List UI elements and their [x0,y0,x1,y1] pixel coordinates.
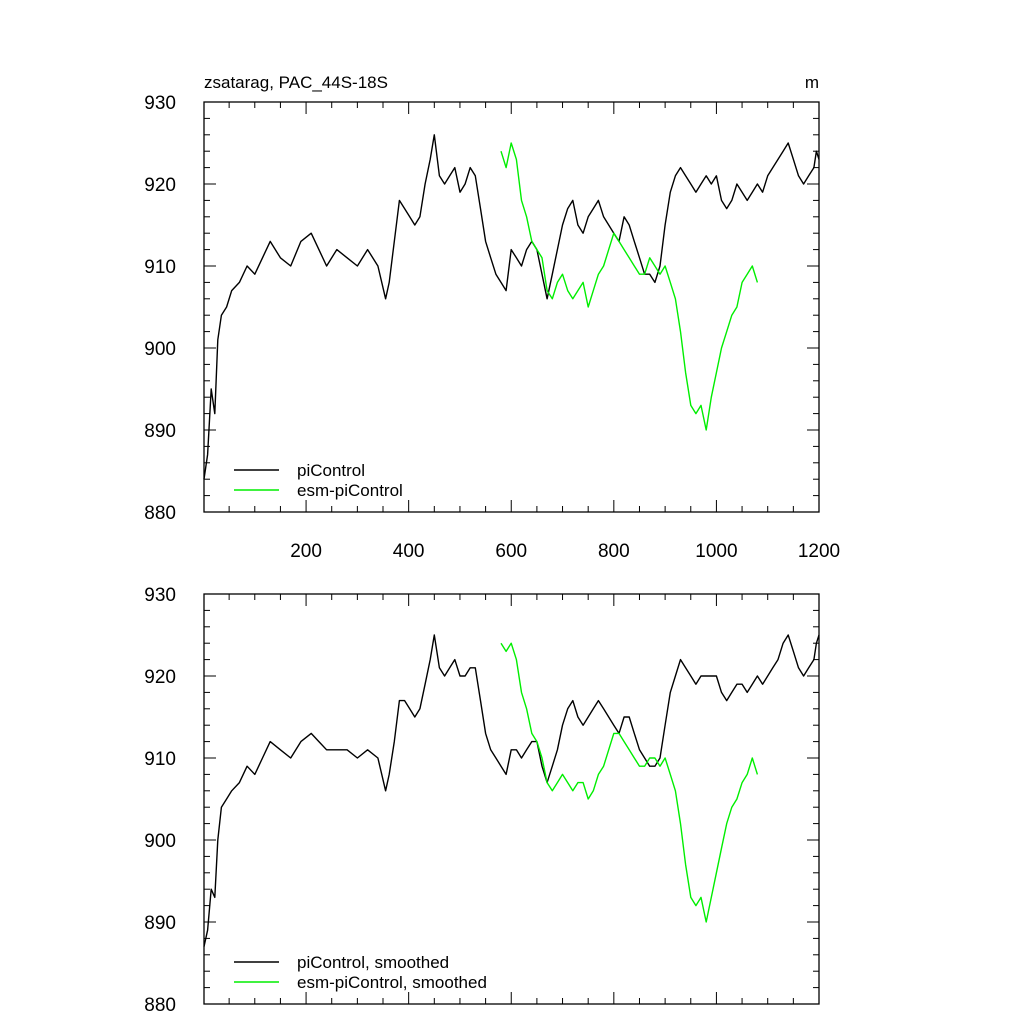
series-line-picontrol-smoothed [203,634,820,947]
x-tick-label: 1000 [695,541,737,562]
legend-entry: piControl, smoothed [297,953,449,972]
x-tick-label: 200 [290,541,322,562]
y-tick-label: 930 [144,93,176,114]
y-tick-label: 890 [144,913,176,934]
y-tick-label: 920 [144,667,176,688]
y-tick-label: 900 [144,339,176,360]
y-tick-label: 910 [144,749,176,770]
legend-entry: esm-piControl [297,481,403,500]
chart-units-label: m [805,73,819,92]
series-line-picontrol [203,134,820,480]
y-tick-label: 900 [144,831,176,852]
x-tick-label: 800 [598,541,630,562]
series-line-esm-picontrol-smoothed [500,642,759,923]
series-line-esm-picontrol [500,142,759,431]
y-tick-label: 880 [144,503,176,524]
chart-title: zsatarag, PAC_44S-18S [204,73,388,92]
bottom-panel: 880 890 900 910 920 930 piControl, smoothedesm… [144,585,820,1016]
plot-frame [203,593,820,1005]
y-tick-label: 890 [144,421,176,442]
x-tick-label: 600 [495,541,527,562]
x-tick-label: 1200 [798,541,840,562]
legend-entry: piControl [297,461,365,480]
y-tick-label: 930 [144,585,176,606]
top-panel: 880 890 900 910 920 930 200 400 600 800 1000 1200 pi… [144,93,840,562]
y-tick-label: 880 [144,995,176,1016]
legend-entry: esm-piControl, smoothed [297,973,487,992]
plot-frame [203,101,820,513]
y-tick-label: 910 [144,257,176,278]
y-tick-label: 920 [144,175,176,196]
x-tick-label: 400 [393,541,425,562]
